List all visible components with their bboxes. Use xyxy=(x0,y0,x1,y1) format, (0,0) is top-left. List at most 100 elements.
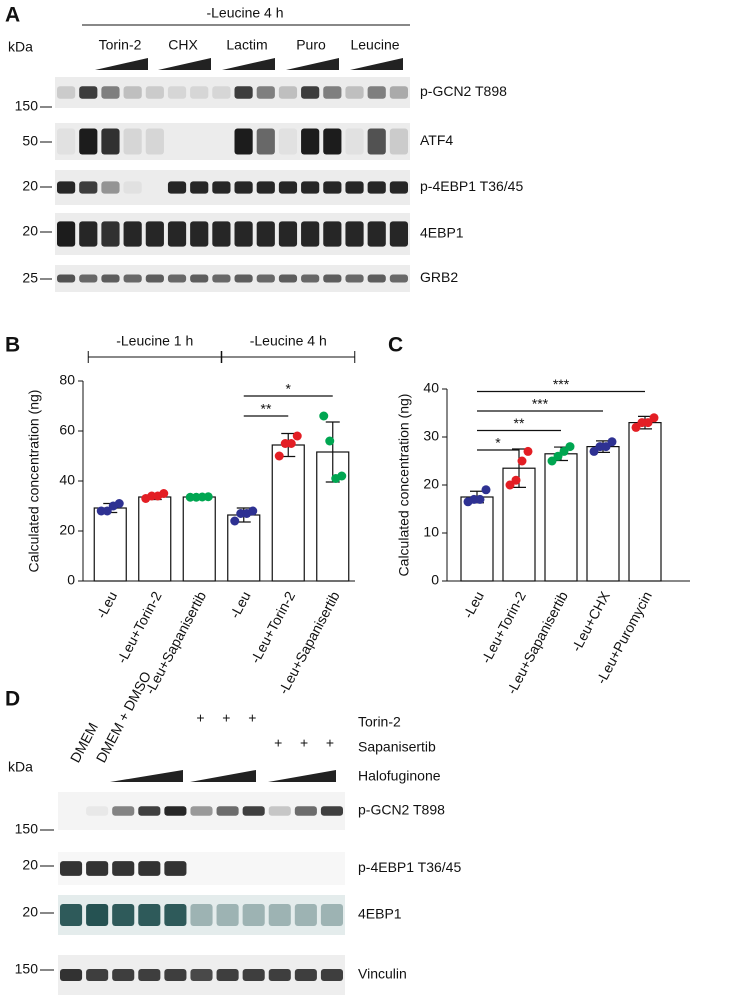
band xyxy=(138,969,161,981)
band xyxy=(256,181,275,194)
band xyxy=(389,221,408,247)
treatment-sign: + xyxy=(222,710,230,726)
band xyxy=(216,969,239,981)
band xyxy=(112,969,135,981)
y-tick-label: 40 xyxy=(423,380,439,396)
band xyxy=(320,904,343,926)
group-label: Puro xyxy=(296,37,326,53)
group-label: Lactim xyxy=(226,37,267,53)
band xyxy=(190,221,209,247)
band xyxy=(164,969,187,981)
band xyxy=(123,86,142,99)
data-point xyxy=(547,456,557,466)
band xyxy=(278,128,298,155)
y-tick-label: 20 xyxy=(423,476,439,492)
band xyxy=(268,806,291,816)
band xyxy=(256,274,275,283)
kda-marker: 150 xyxy=(15,98,39,114)
data-point xyxy=(203,492,213,502)
data-point xyxy=(505,480,515,490)
wedge xyxy=(95,58,148,70)
y-tick-label: 20 xyxy=(59,522,75,538)
wedge xyxy=(190,770,256,782)
band xyxy=(234,274,253,283)
bar xyxy=(138,496,172,582)
band xyxy=(216,904,239,926)
x-tick-label: -Leu+Torin-2 xyxy=(113,588,164,665)
protein-label: 4EBP1 xyxy=(420,225,464,241)
band xyxy=(86,969,109,981)
band xyxy=(367,274,386,283)
data-point xyxy=(159,489,169,498)
wedge xyxy=(110,770,183,782)
protein-label: p-GCN2 T898 xyxy=(420,83,507,99)
band xyxy=(301,86,320,99)
data-point xyxy=(319,411,329,421)
group-label: CHX xyxy=(168,37,198,53)
band xyxy=(57,221,76,247)
band xyxy=(145,128,164,155)
protein-label: 4EBP1 xyxy=(358,906,402,922)
band xyxy=(112,861,135,876)
band xyxy=(164,806,187,816)
kda-marker: 150 xyxy=(15,821,39,837)
band xyxy=(256,221,275,247)
band xyxy=(123,274,142,283)
band xyxy=(101,274,120,283)
condition: -Leucine 4 h xyxy=(206,5,283,21)
band xyxy=(389,181,408,194)
wedge xyxy=(222,58,275,70)
band xyxy=(234,221,253,247)
band xyxy=(145,86,164,99)
group-label: Torin-2 xyxy=(99,37,142,53)
kda-marker: 20 xyxy=(22,857,38,873)
band xyxy=(60,969,83,981)
wedge xyxy=(350,58,403,70)
significance-label: * xyxy=(495,435,501,451)
wedge xyxy=(158,58,211,70)
band xyxy=(301,128,320,155)
kda-marker: 20 xyxy=(22,904,38,920)
protein-label: Vinculin xyxy=(358,966,407,982)
band xyxy=(145,274,164,283)
wedge xyxy=(286,58,339,70)
band xyxy=(242,904,265,926)
significance-label: *** xyxy=(553,376,570,392)
protein-label: p-4EBP1 T36/45 xyxy=(358,859,461,875)
kda-marker: 50 xyxy=(22,133,38,149)
data-point xyxy=(274,451,284,461)
bar xyxy=(628,422,662,582)
band xyxy=(190,904,213,926)
band xyxy=(57,181,76,194)
band xyxy=(79,274,98,283)
band xyxy=(367,181,386,194)
data-point xyxy=(589,446,599,456)
lane-label: DMEM + DMSO xyxy=(93,669,154,766)
y-axis-label: Calculated concentration (ng) xyxy=(396,394,412,577)
band xyxy=(138,806,161,816)
band xyxy=(278,86,298,99)
bar xyxy=(227,514,261,582)
data-point xyxy=(292,431,302,441)
band xyxy=(57,86,76,99)
data-point xyxy=(286,439,296,448)
band xyxy=(301,181,320,194)
band xyxy=(294,904,317,926)
unit: kDa xyxy=(8,39,33,55)
y-tick-label: 0 xyxy=(67,572,75,588)
band xyxy=(167,274,187,283)
band xyxy=(294,969,317,981)
band xyxy=(389,86,408,99)
data-point xyxy=(511,475,521,485)
band xyxy=(367,128,386,155)
bar xyxy=(93,507,127,582)
band xyxy=(320,806,343,816)
panel-label: C xyxy=(388,334,403,357)
band xyxy=(86,861,109,876)
band xyxy=(167,86,187,99)
band xyxy=(112,806,135,816)
band xyxy=(101,86,120,99)
treatment-sign: + xyxy=(274,735,282,751)
data-point xyxy=(248,506,258,516)
